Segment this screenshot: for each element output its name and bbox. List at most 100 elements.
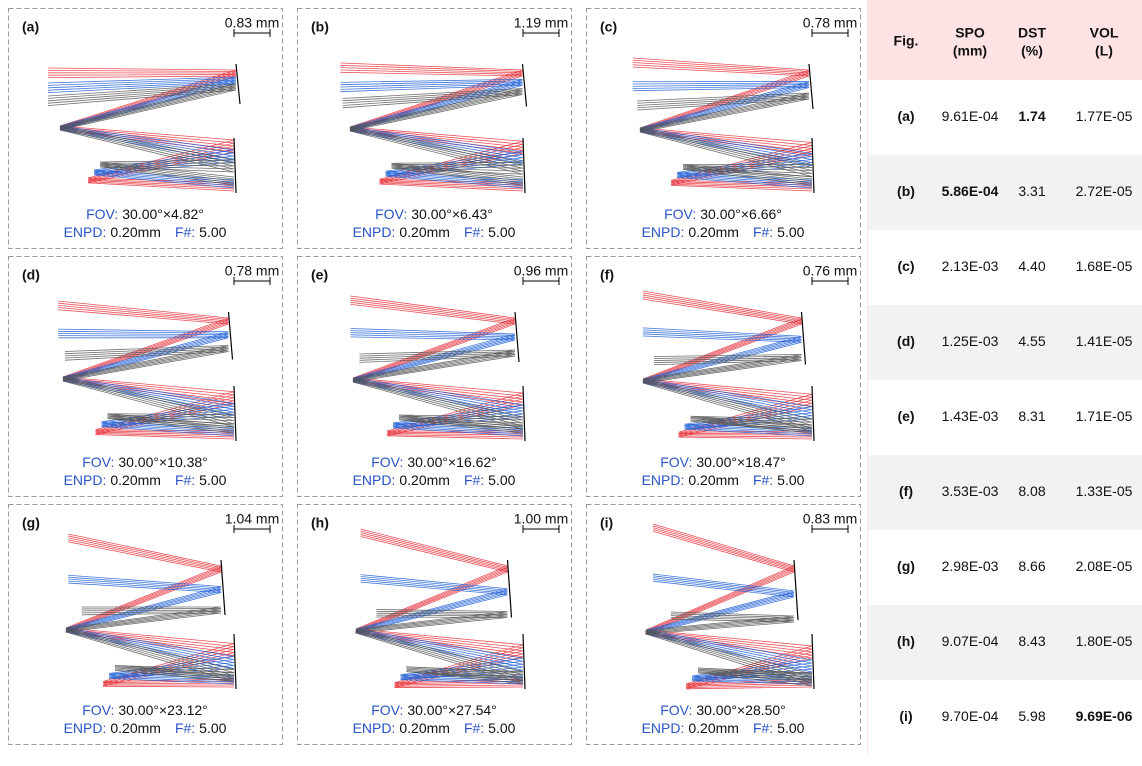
table-cell: 2.08E-05	[1076, 558, 1133, 574]
header-text: VOL	[1090, 25, 1119, 41]
mirror	[523, 138, 525, 193]
enpd-label: ENPD:	[353, 472, 396, 488]
scale-text: 1.19 mm	[514, 15, 568, 31]
panel-label: (b)	[311, 19, 329, 35]
table-cell: 1.74	[1018, 108, 1045, 124]
pupil-text: ENPD:0.20mmF#:5.00	[64, 224, 227, 240]
mirror	[523, 386, 525, 441]
mirror	[515, 312, 519, 362]
fov-label: FOV:	[660, 454, 692, 470]
mirror	[221, 560, 225, 615]
f-value: 5.00	[777, 472, 804, 488]
panel-label: (h)	[311, 515, 329, 531]
fov-label: FOV:	[660, 702, 692, 718]
panel: (h) 1.00 mm FOV:30.00°×27.54° ENPD:0.20mmF#…	[298, 505, 572, 745]
f-label: F#:	[753, 720, 773, 736]
mirror	[508, 560, 512, 618]
f-label: F#:	[753, 224, 773, 240]
table-cell: 1.33E-05	[1076, 483, 1133, 499]
table-cell: 1.41E-05	[1076, 333, 1133, 349]
scale-text: 0.76 mm	[803, 263, 857, 279]
table-cell: 8.31	[1018, 408, 1045, 424]
fov-value: 30.00°×4.82°	[122, 206, 204, 222]
table-cell: 2.98E-03	[942, 558, 999, 574]
table-cell: 8.66	[1018, 558, 1045, 574]
enpd-value: 0.20mm	[688, 224, 739, 240]
f-value: 5.00	[488, 472, 515, 488]
scale-text: 1.00 mm	[514, 511, 568, 527]
f-value: 5.00	[488, 224, 515, 240]
table-cell: 9.07E-04	[942, 633, 999, 649]
fov-label: FOV:	[82, 702, 114, 718]
mirror	[236, 64, 240, 104]
table-cell: 9.70E-04	[942, 708, 999, 724]
fov-value: 30.00°×18.47°	[696, 454, 785, 470]
fov-value: 30.00°×23.12°	[118, 702, 207, 718]
table-cell: 3.31	[1018, 183, 1045, 199]
fov-label: FOV:	[375, 206, 407, 222]
fov-text: FOV:30.00°×27.54°	[371, 702, 497, 718]
fov-value: 30.00°×6.66°	[700, 206, 782, 222]
ray	[643, 295, 812, 435]
table-cell: 5.86E-04	[942, 183, 999, 199]
row-label: (e)	[897, 408, 914, 424]
f-label: F#:	[175, 720, 195, 736]
fov-label: FOV:	[371, 702, 403, 718]
table-cell: 2.72E-05	[1076, 183, 1133, 199]
mirror	[812, 386, 814, 441]
table-cell: 1.71E-05	[1076, 408, 1133, 424]
row-label: (c)	[897, 258, 914, 274]
f-value: 5.00	[199, 472, 226, 488]
enpd-value: 0.20mm	[110, 224, 161, 240]
page: (a)0.83 mmFOV:30.00°×4.82°ENPD:0.20mmF#:…	[0, 0, 1142, 761]
panel-label: (d)	[22, 267, 40, 283]
table-cell: 4.55	[1018, 333, 1045, 349]
f-label: F#:	[464, 224, 484, 240]
scale-text: 0.83 mm	[803, 511, 857, 527]
mirror	[812, 634, 814, 689]
fov-label: FOV:	[86, 206, 118, 222]
table-cell: 8.08	[1018, 483, 1045, 499]
enpd-label: ENPD:	[64, 224, 107, 240]
table-cell: 3.53E-03	[942, 483, 999, 499]
fov-text: FOV:30.00°×10.38°	[82, 454, 208, 470]
fov-text: FOV:30.00°×23.12°	[82, 702, 208, 718]
mirror	[802, 312, 806, 365]
panel-label: (f)	[600, 267, 614, 283]
fov-value: 30.00°×28.50°	[696, 702, 785, 718]
panel-label: (g)	[22, 515, 40, 531]
fov-text: FOV:30.00°×16.62°	[371, 454, 497, 470]
header-text: Fig.	[894, 33, 919, 49]
f-value: 5.00	[488, 720, 515, 736]
panel: (b)1.19 mmFOV:30.00°×6.43°ENPD:0.20mmF#:…	[298, 9, 572, 249]
row-label: (g)	[897, 558, 915, 574]
mirror	[234, 634, 236, 689]
fov-value: 30.00°×27.54°	[407, 702, 496, 718]
header-text: SPO	[955, 25, 985, 41]
table-cell: 1.43E-03	[942, 408, 999, 424]
table-cell: 4.40	[1018, 258, 1045, 274]
f-label: F#:	[464, 472, 484, 488]
f-label: F#:	[464, 720, 484, 736]
fov-text: FOV:30.00°×6.43°	[375, 206, 493, 222]
panel-label: (i)	[600, 515, 613, 531]
fov-value: 30.00°×6.43°	[411, 206, 493, 222]
f-value: 5.00	[199, 720, 226, 736]
header-text: (L)	[1095, 43, 1113, 59]
row-label: (b)	[897, 183, 915, 199]
f-label: F#:	[175, 472, 195, 488]
enpd-label: ENPD:	[642, 720, 685, 736]
f-value: 5.00	[199, 224, 226, 240]
header-text: DST	[1018, 25, 1046, 41]
pupil-text: ENPD:0.20mmF#:5.00	[353, 720, 516, 736]
enpd-value: 0.20mm	[399, 472, 450, 488]
f-value: 5.00	[777, 720, 804, 736]
enpd-label: ENPD:	[642, 224, 685, 240]
enpd-label: ENPD:	[642, 472, 685, 488]
fov-text: FOV:30.00°×6.66°	[664, 206, 782, 222]
ray	[643, 356, 812, 427]
